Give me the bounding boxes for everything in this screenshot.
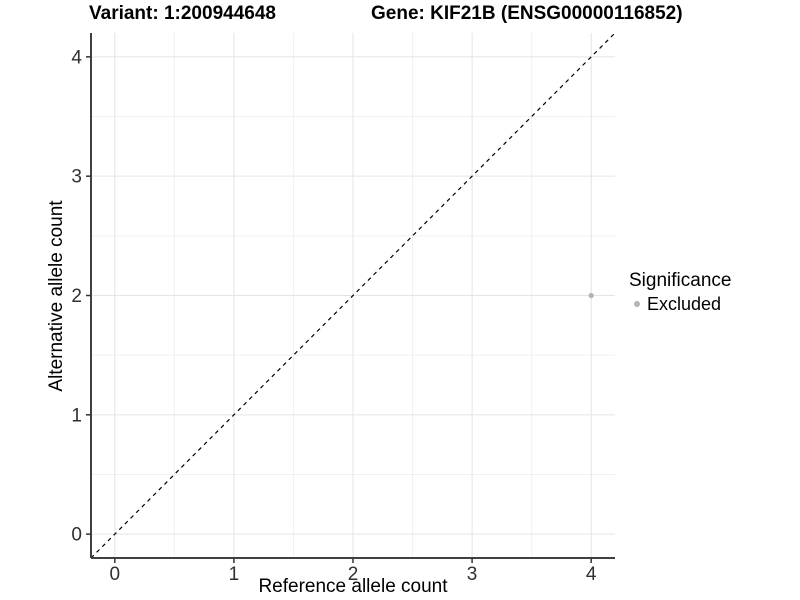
legend-item-label: Excluded — [647, 294, 722, 314]
x-tick-label: 0 — [110, 564, 121, 585]
y-tick-label: 0 — [71, 525, 82, 546]
x-tick-label: 2 — [348, 564, 359, 585]
legend: Significance Excluded — [629, 270, 731, 315]
legend-title: Significance — [629, 270, 732, 291]
identity-line — [90, 32, 616, 559]
x-tick-label: 1 — [229, 564, 240, 585]
x-axis-title: Reference allele count — [258, 576, 448, 597]
legend-item: Excluded — [629, 293, 731, 315]
variant-title: Variant: 1:200944648 — [89, 3, 276, 24]
gene-title: Gene: KIF21B (ENSG00000116852) — [371, 3, 683, 24]
legend-items: Excluded — [629, 293, 731, 315]
y-tick-label: 2 — [71, 286, 82, 307]
legend-key-dot-icon — [634, 301, 640, 307]
y-tick-label: 3 — [71, 167, 82, 188]
y-tick-label: 1 — [71, 405, 82, 426]
x-tick-label: 3 — [467, 564, 478, 585]
data-point — [588, 292, 594, 299]
y-tick-label: 4 — [71, 47, 82, 68]
x-tick-label: 4 — [586, 564, 597, 585]
y-axis-title: Alternative allele count — [46, 200, 67, 392]
